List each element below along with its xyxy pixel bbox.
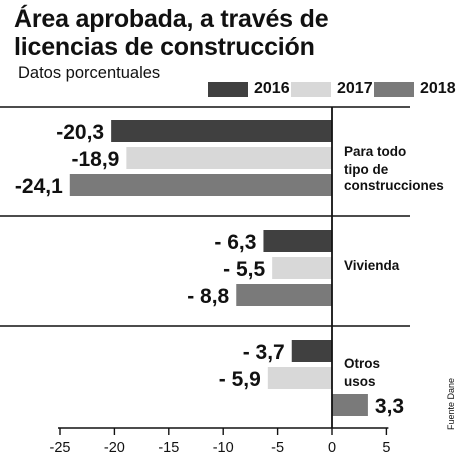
chart-subtitle: Datos porcentuales xyxy=(18,64,161,82)
bar-2017-2 xyxy=(272,257,332,279)
x-tick-label--10: -10 xyxy=(213,440,234,456)
x-tick-label-5: 5 xyxy=(382,440,390,456)
legend-item-2018: 2018 xyxy=(374,80,456,98)
category-label-1-line-2: tipo de xyxy=(344,162,389,177)
legend-label-2017: 2017 xyxy=(337,80,373,97)
bar-2017-3 xyxy=(267,367,332,389)
value-label-2018-2: - 8,8 xyxy=(187,285,229,308)
x-tick-label--5: -5 xyxy=(271,440,284,456)
bar-2017-1 xyxy=(126,147,332,169)
x-tick-label-0: 0 xyxy=(328,440,336,456)
legend-swatch-2018 xyxy=(374,81,414,97)
bar-2016-2 xyxy=(263,230,332,252)
bar-2018-1 xyxy=(69,174,333,196)
value-label-2017-3: - 5,9 xyxy=(219,368,261,391)
value-label-2018-1: -24,1 xyxy=(15,175,63,198)
chart-title-line-1: Área aprobada, a través de xyxy=(14,5,329,33)
bar-2018-3 xyxy=(332,394,368,416)
bar-2016-3 xyxy=(291,340,332,362)
value-label-2016-3: - 3,7 xyxy=(243,341,285,364)
category-label-2-line-1: Vivienda xyxy=(344,258,400,273)
category-label-1-line-3: construcciones xyxy=(344,178,444,193)
legend-label-2018: 2018 xyxy=(420,80,456,97)
category-label-3-line-1: Otros xyxy=(344,356,380,371)
value-label-2016-1: -20,3 xyxy=(56,121,104,144)
category-label-1-line-1: Para todo xyxy=(344,144,406,159)
legend-item-2017: 2017 xyxy=(291,80,373,98)
bar-2018-2 xyxy=(236,284,332,306)
value-label-2016-2: - 6,3 xyxy=(214,231,256,254)
legend-swatch-2016 xyxy=(208,81,248,97)
value-label-2017-2: - 5,5 xyxy=(223,258,265,281)
legend-label-2016: 2016 xyxy=(254,80,290,97)
x-tick-label--15: -15 xyxy=(158,440,179,456)
x-tick-label--20: -20 xyxy=(104,440,125,456)
value-label-2018-3: 3,3 xyxy=(375,395,404,418)
chart-title: Área aprobada, a través de licencias de … xyxy=(14,5,329,61)
legend-item-2016: 2016 xyxy=(208,80,290,98)
source-note: Fuente Dane xyxy=(446,377,456,430)
value-label-2017-1: -18,9 xyxy=(71,148,119,171)
legend-swatch-2017 xyxy=(291,81,331,97)
chart-title-line-2: licencias de construcción xyxy=(14,33,315,61)
category-label-3-line-2: usos xyxy=(344,374,376,389)
bar-2016-1 xyxy=(111,120,332,142)
x-tick-label--25: -25 xyxy=(50,440,71,456)
